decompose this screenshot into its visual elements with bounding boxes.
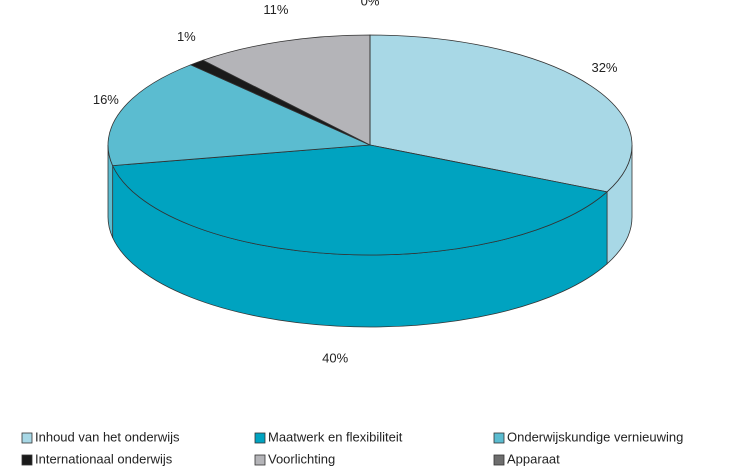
slice: [201, 34, 371, 146]
legend-swatch: [493, 432, 505, 444]
slice: [107, 64, 371, 167]
data-label: 40%: [322, 350, 348, 365]
legend-swatch: [21, 432, 33, 444]
legend-swatch: [254, 432, 266, 444]
data-label: 0%: [361, 0, 380, 8]
legend-label: Apparaat: [507, 451, 560, 466]
data-label: 16%: [93, 92, 119, 107]
legend-label: Internationaal onderwijs: [35, 451, 173, 466]
legend-swatch: [254, 454, 266, 466]
legend-label: Onderwijskundige vernieuwing: [507, 429, 683, 444]
slice: [112, 144, 608, 256]
data-label: 1%: [177, 29, 196, 44]
data-label: 11%: [263, 2, 288, 17]
data-label: 32%: [591, 60, 617, 75]
legend-label: Voorlichting: [268, 451, 335, 466]
legend-label: Maatwerk en flexibiliteit: [268, 429, 403, 444]
legend-swatch: [21, 454, 33, 466]
legend-swatch: [493, 454, 505, 466]
legend-label: Inhoud van het onderwijs: [35, 429, 180, 444]
slice: [369, 34, 633, 193]
